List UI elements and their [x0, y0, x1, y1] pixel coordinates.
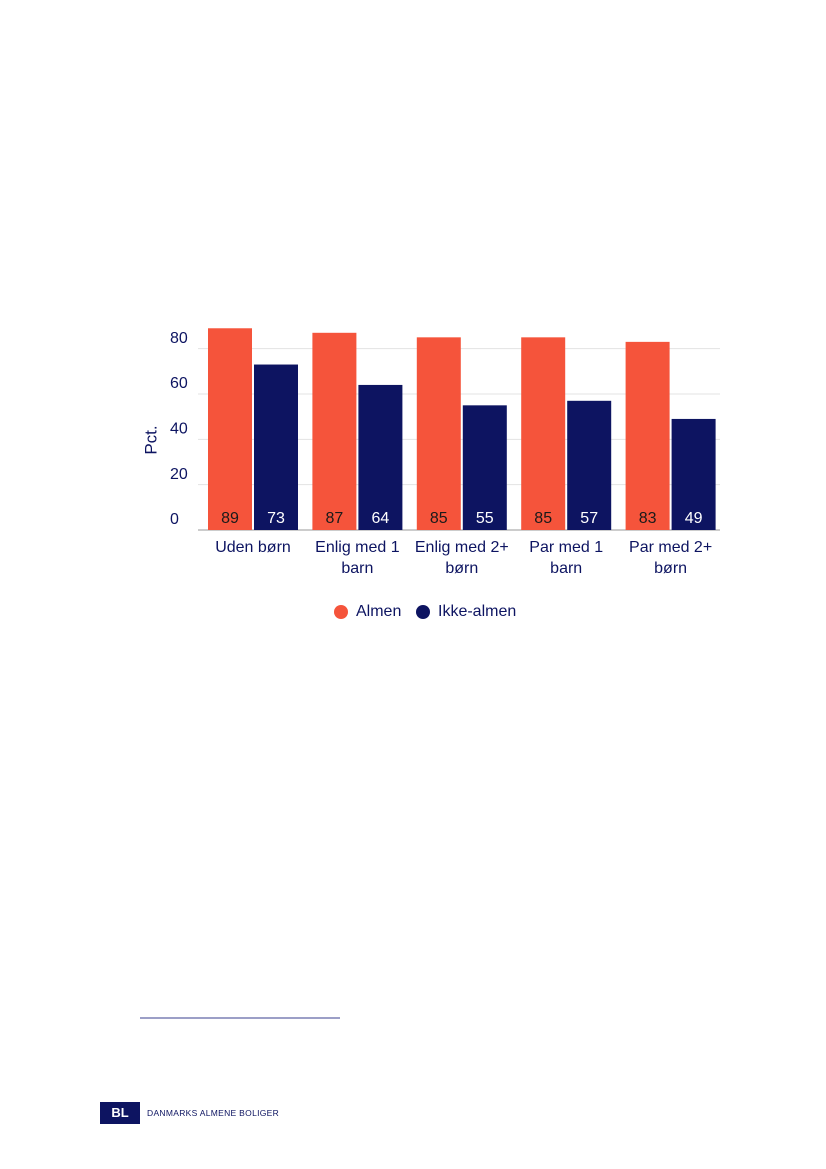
value-label: 55 [476, 510, 494, 527]
value-label: 57 [580, 510, 598, 527]
legend-marker [334, 605, 348, 619]
y-tick-label: 0 [170, 511, 179, 528]
value-label: 64 [372, 510, 390, 527]
value-label: 49 [685, 510, 703, 527]
y-tick-label: 80 [170, 330, 188, 347]
x-tick-label: Par med 2+ børn [629, 539, 713, 577]
y-axis-label: Pct. [141, 425, 160, 454]
y-tick-label: 60 [170, 375, 188, 392]
y-tick-label: 40 [170, 421, 188, 438]
legend-label: Ikke-almen [438, 603, 516, 620]
value-label: 85 [534, 510, 552, 527]
x-tick-label: Enlig med 2+ børn [414, 539, 509, 577]
bar [254, 364, 298, 530]
bar [312, 332, 357, 530]
value-label: 85 [430, 510, 448, 527]
bar [625, 341, 670, 530]
bar [567, 400, 612, 530]
logo-box [100, 1102, 140, 1124]
bar [521, 337, 566, 530]
bar [462, 405, 507, 530]
bar [358, 384, 403, 530]
x-tick-label: Par med 1 barn [529, 539, 604, 577]
value-label: 83 [639, 510, 657, 527]
organisation-name: DANMARKS ALMENE BOLIGER [147, 1108, 279, 1118]
value-label: 87 [326, 510, 344, 527]
bar [671, 418, 716, 530]
value-label: 73 [267, 510, 285, 527]
bar [208, 328, 252, 530]
logo-text: BL [111, 1105, 128, 1120]
y-tick-label: 20 [170, 466, 188, 483]
value-label: 89 [221, 510, 239, 527]
bar [416, 337, 461, 530]
legend-marker [416, 605, 430, 619]
legend-label: Almen [356, 603, 401, 620]
x-tick-label: Uden børn [215, 539, 291, 556]
x-tick-label: Enlig med 1 barn [315, 539, 400, 577]
